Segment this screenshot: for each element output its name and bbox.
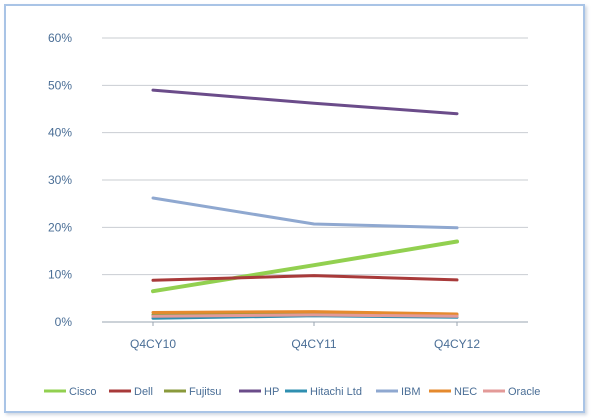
y-tick-label: 60% (48, 31, 72, 45)
legend-label: Dell (134, 386, 153, 398)
legend-label: Cisco (69, 386, 97, 398)
legend-label: Fujitsu (189, 386, 221, 398)
gridlines (102, 37, 528, 323)
x-tick-label: Q4CY11 (291, 337, 336, 351)
series-line-oracle (151, 313, 459, 318)
series-line-dell (151, 274, 459, 282)
legend-label: HP (264, 386, 279, 398)
series-lines (151, 88, 459, 320)
y-tick-label: 30% (48, 173, 72, 187)
legend-label: Oracle (508, 386, 540, 398)
x-tick-label: Q4CY12 (434, 337, 480, 351)
y-tick-label: 0% (55, 315, 73, 329)
x-tick-label: Q4CY10 (130, 337, 176, 351)
legend-label: IBM (401, 386, 421, 398)
series-line-nec (151, 310, 459, 316)
chart-frame: 0% 10% 20% 30% 40% 50% 60% Q4CY10 Q4CY11 Q4CY12 C… (4, 4, 585, 413)
legend: Cisco Dell Fujitsu HP Hitachi Ltd IBM NEC Oracl… (44, 386, 540, 398)
series-line-cisco (151, 239, 459, 294)
legend-label: Hitachi Ltd (310, 386, 362, 398)
series-line-ibm (151, 196, 459, 230)
axes: 0% 10% 20% 30% 40% 50% 60% Q4CY10 Q4CY11 Q4CY12 (48, 31, 480, 351)
y-tick-label: 50% (48, 78, 72, 92)
line-chart: 0% 10% 20% 30% 40% 50% 60% Q4CY10 Q4CY11 Q4CY12 C… (44, 31, 540, 398)
legend-label: NEC (454, 386, 477, 398)
y-tick-label: 10% (48, 268, 72, 282)
y-tick-label: 40% (48, 126, 72, 140)
y-tick-label: 20% (48, 220, 72, 234)
series-line-hp (151, 88, 459, 116)
